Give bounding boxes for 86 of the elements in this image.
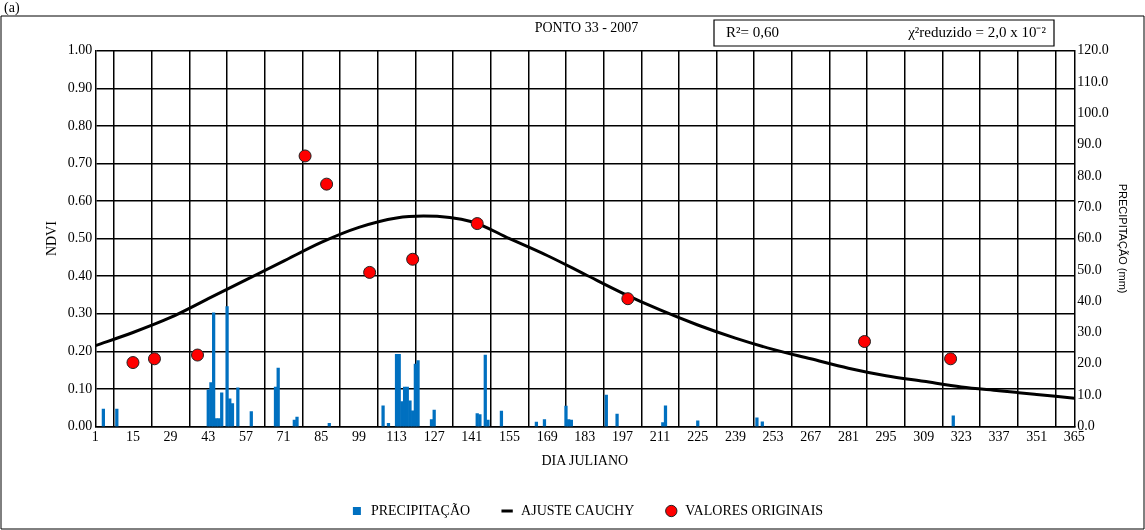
legend-label: AJUSTE CAUCHY: [521, 502, 635, 518]
x-tick-label: 323: [950, 429, 972, 445]
x-tick-label: 309: [913, 429, 935, 445]
y2-tick-label: 30.0: [1077, 324, 1102, 340]
y-tick-label: 0.30: [67, 305, 93, 321]
text: R²= 0,60: [726, 23, 779, 40]
bar: [249, 411, 253, 427]
point: [470, 217, 484, 231]
bar: [615, 413, 619, 427]
y-tick-label: 1.00: [67, 42, 93, 58]
y-tick-label: 0.40: [67, 267, 93, 283]
y-tick-label: 0.20: [67, 342, 93, 358]
point: [363, 265, 377, 279]
y2-tick-label: 120.0: [1077, 42, 1109, 58]
x-tick-label: 71: [276, 429, 291, 445]
legend-label: PRECIPITAÇÃO: [370, 502, 471, 518]
y2-tick-label: 40.0: [1077, 292, 1102, 308]
y-tick-label: 0.90: [67, 80, 93, 96]
chart-title: PONTO 33 - 2007: [534, 20, 639, 36]
bar: [276, 367, 280, 427]
bar: [381, 405, 385, 427]
x-tick-label: 337: [988, 429, 1010, 445]
y2-tick-label: 80.0: [1077, 167, 1102, 183]
x-tick-label: 141: [461, 429, 483, 445]
y-tick-label: 0.80: [67, 117, 93, 133]
x-tick-label: 211: [649, 429, 671, 445]
point: [320, 177, 334, 191]
bar: [663, 405, 668, 427]
x-tick-label: 113: [386, 429, 407, 445]
y-tick-label: 0.50: [67, 230, 93, 246]
x-tick-label: 43: [201, 429, 216, 445]
point: [406, 252, 420, 266]
point: [126, 356, 140, 370]
y2-tick-label: 60.0: [1077, 230, 1102, 246]
y2-tick-label: 100.0: [1077, 105, 1109, 121]
x-tick-label: 99: [351, 429, 366, 445]
y-axis-title: NDVI: [44, 220, 60, 257]
text: (a): [4, 0, 20, 16]
x-tick-label: 295: [875, 429, 897, 445]
y2-tick-label: 50.0: [1077, 261, 1102, 277]
y-tick-label: 0.10: [67, 380, 93, 396]
x-tick-label: 281: [837, 429, 859, 445]
bar: [230, 403, 235, 427]
x-tick-label: 127: [423, 429, 445, 445]
x-tick-label: 183: [574, 429, 596, 445]
bar: [755, 417, 759, 427]
bar: [225, 306, 229, 427]
x-tick-label: 1: [91, 429, 99, 445]
x-tick-label: 197: [611, 429, 633, 445]
bar: [604, 394, 608, 427]
bar: [236, 387, 240, 427]
x-tick-label: 15: [125, 429, 140, 445]
point: [858, 335, 872, 349]
bar: [951, 415, 955, 427]
y2-axis-title: PRECIPITAÇÃO (mm): [1117, 183, 1130, 294]
x-tick-label: 239: [724, 429, 746, 445]
x-tick-label: 253: [762, 429, 784, 445]
x-tick-label: 351: [1026, 429, 1048, 445]
x-tick-label: 85: [314, 429, 329, 445]
point: [191, 348, 204, 362]
bar: [212, 312, 216, 427]
y2-tick-label: 70.0: [1077, 198, 1102, 214]
y-tick-label: 0.00: [67, 418, 93, 434]
x-tick-label: 225: [687, 429, 709, 445]
x-tick-label: 169: [536, 429, 558, 445]
x-tick-label: 155: [498, 429, 520, 445]
y-tick-label: 0.70: [67, 155, 93, 171]
point: [944, 352, 958, 366]
x-tick-label: 57: [238, 429, 253, 445]
y2-tick-label: 20.0: [1077, 355, 1102, 371]
text: χ²reduzido = 2,0 x 10⁻²: [907, 23, 1047, 40]
y2-tick-label: 90.0: [1077, 136, 1102, 152]
x-tick-label: 267: [800, 429, 822, 445]
x-tick-label: 29: [163, 429, 178, 445]
point: [621, 292, 635, 306]
y2-tick-label: 10.0: [1077, 386, 1102, 402]
bar: [220, 392, 224, 427]
y2-tick-label: 110.0: [1077, 73, 1109, 89]
bar: [760, 421, 764, 427]
point: [147, 352, 161, 366]
x-axis-title: DIA JULIANO: [541, 453, 629, 469]
bar: [696, 420, 700, 427]
y-tick-label: 0.60: [67, 192, 93, 208]
bar: [564, 405, 568, 427]
point: [298, 149, 312, 163]
legend-label: VALORES ORIGINAIS: [685, 502, 824, 518]
